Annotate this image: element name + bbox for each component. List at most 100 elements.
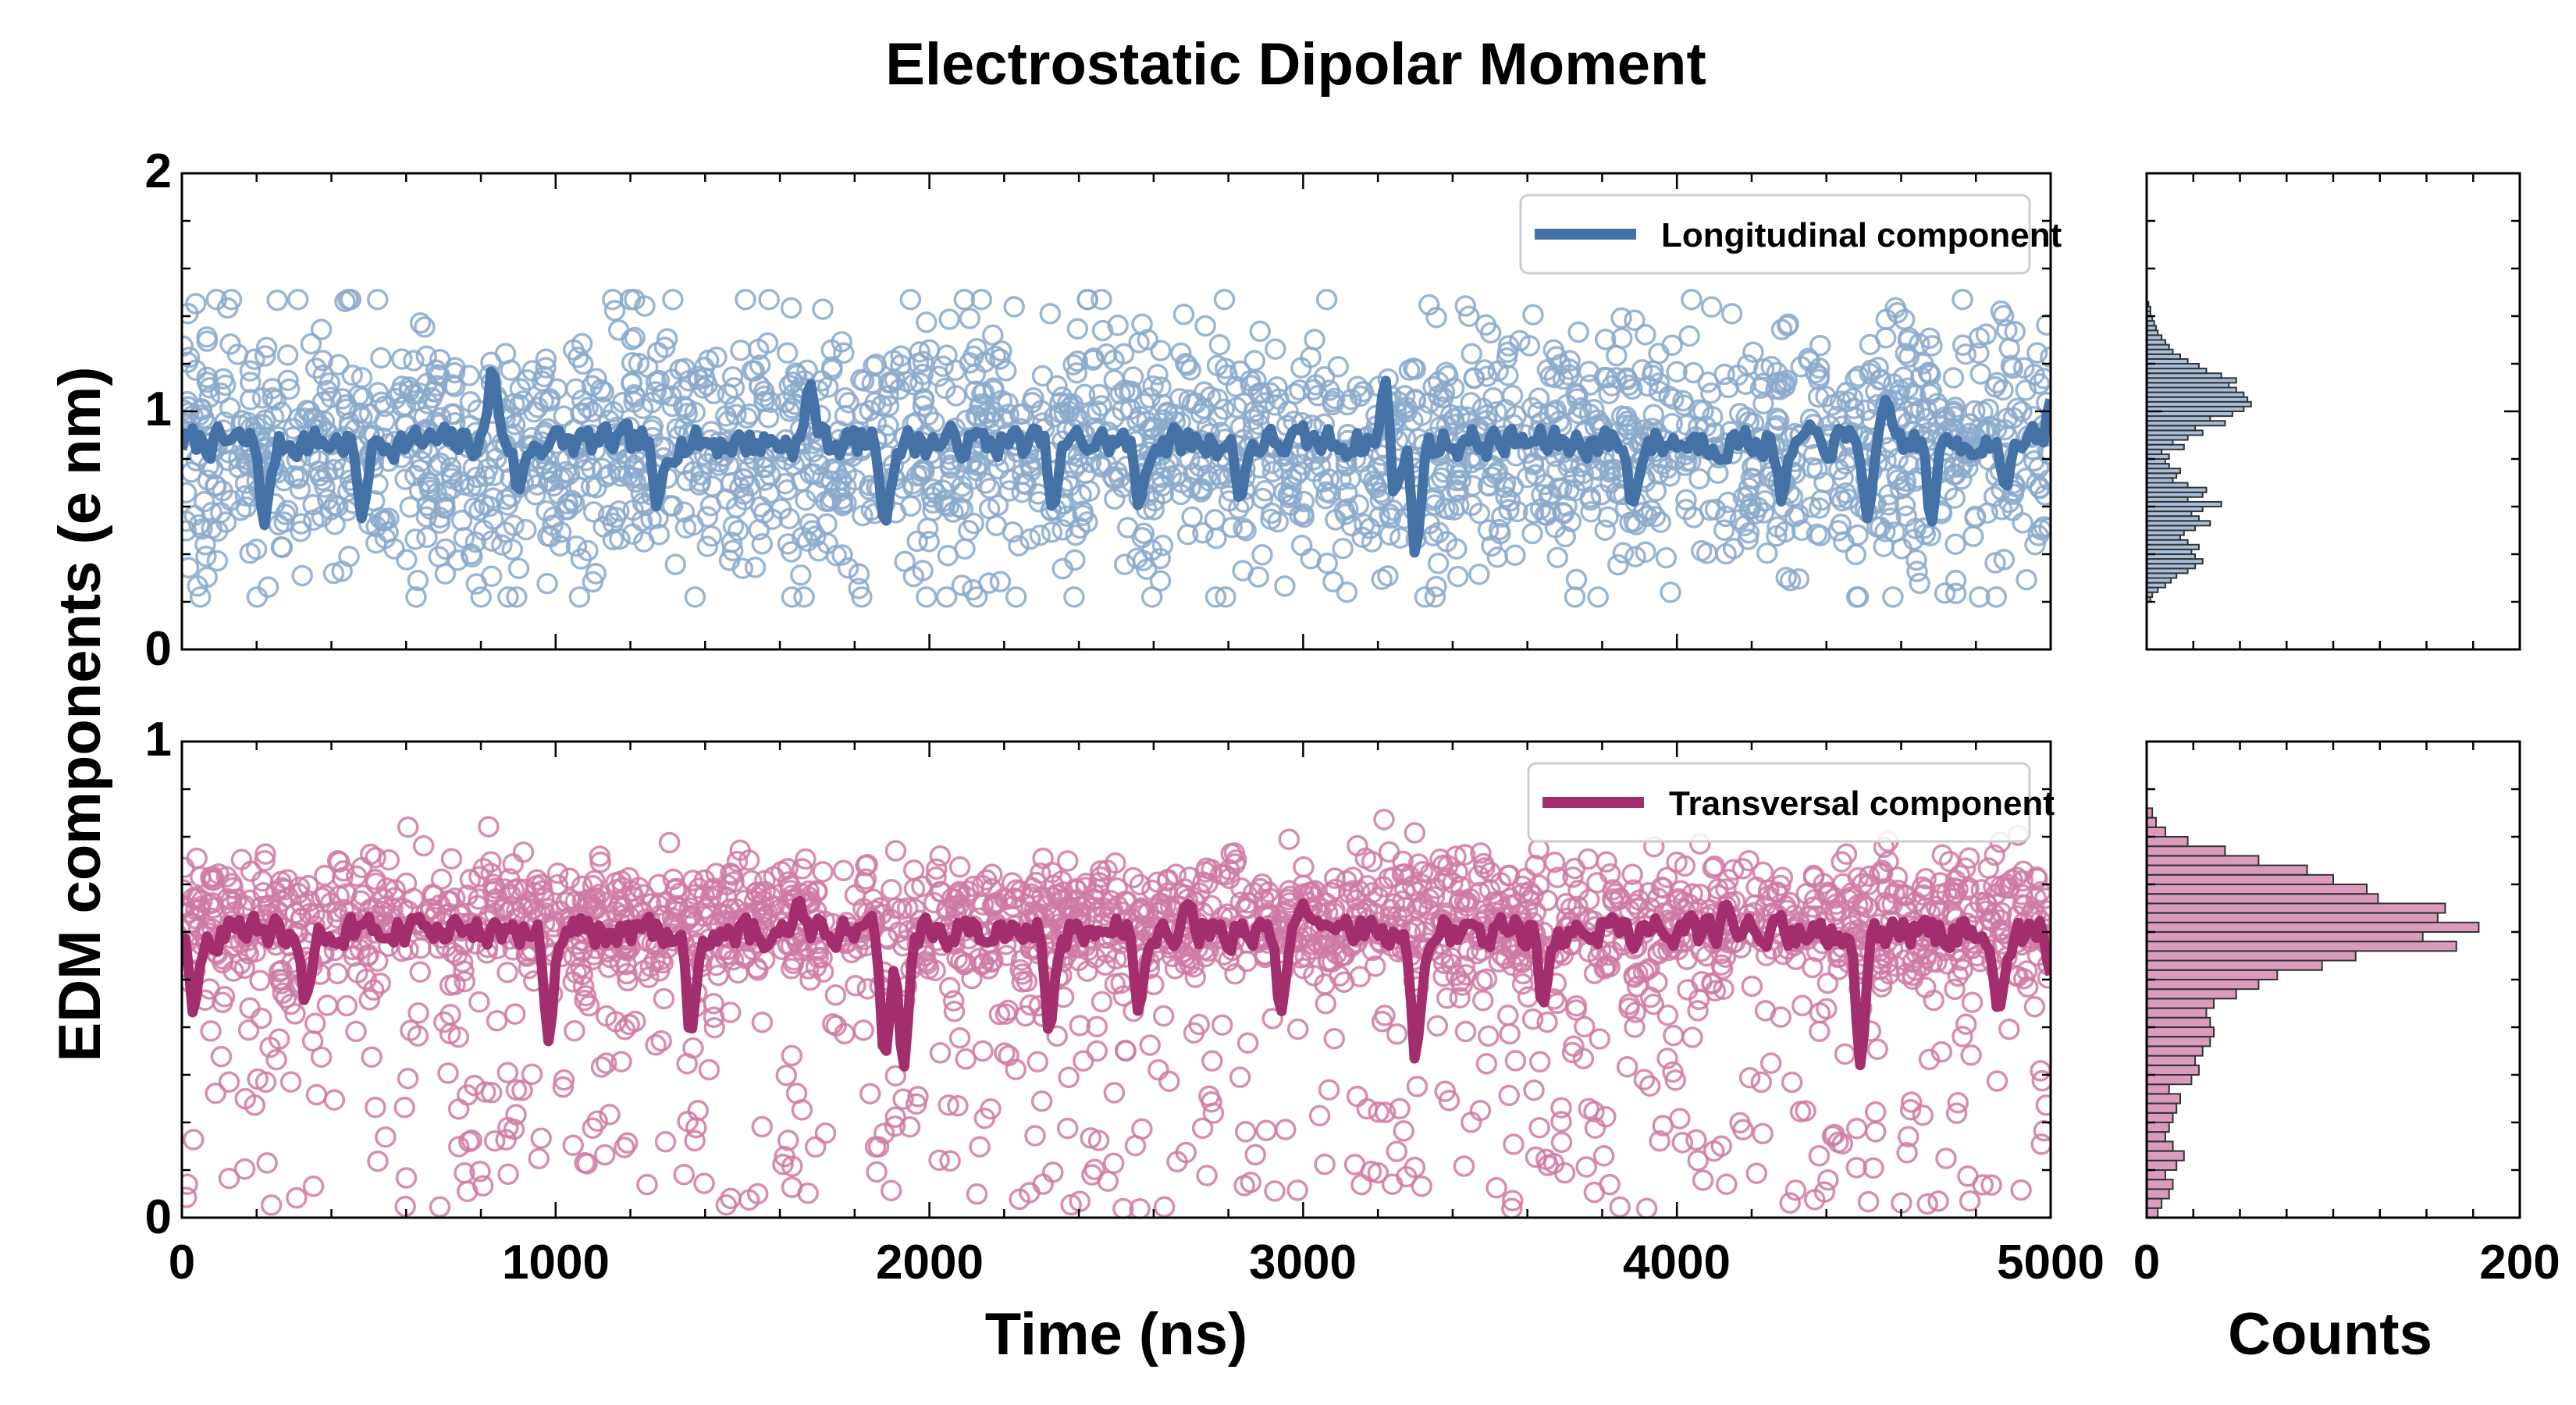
longitudinal-scatter-point	[1082, 349, 1104, 372]
transversal-scatter-point	[1857, 1190, 1880, 1213]
transversal-scatter-point	[1432, 966, 1454, 987]
transversal-scatter-point	[2030, 1133, 2051, 1155]
transversal-scatter-point	[1984, 903, 2005, 925]
transversal-histogram-bar	[2146, 921, 2480, 934]
longitudinal-scatter-point	[1648, 372, 1670, 394]
transversal-scatter-point	[268, 1028, 290, 1050]
transversal-scatter-point	[777, 1129, 799, 1151]
longitudinal-scatter-point	[338, 546, 360, 567]
longitudinal-scatter-point	[429, 512, 451, 534]
longitudinal-scatter-point	[1527, 401, 1550, 424]
longitudinal-scatter-point	[276, 344, 299, 366]
longitudinal-scatter-point	[1304, 374, 1327, 396]
transversal-scatter-point	[1961, 991, 1984, 1013]
longitudinal-scatter-point	[1151, 534, 1174, 557]
longitudinal-scatter-point	[2002, 480, 2025, 502]
longitudinal-scatter-point	[1660, 582, 1681, 603]
transversal-histogram-bar	[2146, 884, 2368, 895]
longitudinal-scatter-point	[912, 350, 934, 373]
transversal-scatter-point	[254, 850, 276, 872]
bottom-y-tick-label-0: 0	[145, 1190, 172, 1244]
longitudinal-scatter-point	[790, 564, 812, 586]
transversal-scatter-point	[234, 1087, 257, 1110]
transversal-scatter-point	[1051, 870, 1073, 892]
longitudinal-scatter-point	[564, 378, 587, 400]
longitudinal-scatter-point	[1497, 335, 1520, 357]
longitudinal-scatter-point	[542, 514, 564, 536]
transversal-scatter-point	[1086, 1016, 1108, 1037]
longitudinal-scatter-point	[1066, 318, 1089, 340]
transversal-scatter-point	[994, 1042, 1016, 1064]
longitudinal-scatter-point	[541, 461, 563, 484]
transversal-scatter-point	[1980, 1174, 2002, 1196]
transversal-scatter-point	[1583, 1181, 1606, 1204]
transversal-scatter-point	[595, 1052, 617, 1074]
longitudinal-scatter-point	[1507, 500, 1528, 523]
transversal-scatter-point	[701, 879, 724, 901]
transversal-scatter-point	[652, 951, 674, 974]
longitudinal-scatter-point	[582, 571, 604, 593]
transversal-scatter-point	[1716, 1173, 1738, 1196]
longitudinal-scatter-point	[973, 381, 995, 404]
transversal-scatter-point	[1115, 1040, 1137, 1062]
longitudinal-scatter-point	[666, 418, 688, 439]
longitudinal-scatter-point	[684, 586, 706, 608]
transversal-scatter-point	[1086, 1040, 1108, 1062]
longitudinal-scatter-point	[1131, 313, 1153, 335]
transversal-histogram-bar	[2146, 1159, 2178, 1172]
transversal-scatter-point	[1184, 966, 1207, 988]
transversal-scatter-point	[369, 973, 392, 994]
transversal-scatter-point	[596, 1005, 617, 1027]
transversal-histogram-bar	[2146, 1150, 2185, 1161]
transversal-scatter-point	[301, 1030, 324, 1052]
longitudinal-scatter-point	[187, 574, 208, 597]
transversal-scatter-point	[2016, 976, 2039, 998]
transversal-scatter-point	[1220, 842, 1242, 865]
longitudinal-scatter-point	[370, 347, 392, 369]
longitudinal-scatter-point	[721, 539, 744, 562]
hist-x-tick-label-200: 200	[2479, 1236, 2560, 1289]
transversal-scatter-point	[1887, 879, 1909, 902]
longitudinal-scatter-point	[300, 333, 322, 355]
transversal-scatter-point	[1469, 1099, 1492, 1122]
transversal-scatter-point	[654, 1131, 677, 1153]
longitudinal-scatter-point	[1610, 307, 1632, 329]
longitudinal-scatter-point	[341, 364, 364, 386]
transversal-scatter-point	[2034, 887, 2051, 909]
longitudinal-scatter-point	[966, 586, 988, 608]
transversal-scatter-point	[1823, 1123, 1845, 1146]
longitudinal-scatter-point	[640, 508, 662, 531]
transversal-scatter-point	[1361, 850, 1383, 873]
longitudinal-scatter-point	[289, 478, 311, 500]
longitudinal-scatter-point	[304, 357, 327, 379]
longitudinal-scatter-point	[2016, 568, 2037, 591]
longitudinal-scatter-point	[728, 519, 749, 542]
transversal-panel: Transversal component 1 0 0 1000 2000 30…	[145, 713, 2105, 1289]
longitudinal-scatter-point	[628, 352, 650, 375]
longitudinal-scatter-point	[508, 393, 531, 416]
transversal-histogram-bar	[2146, 1026, 2215, 1038]
transversal-scatter-point	[528, 1147, 550, 1170]
transversal-scatter-point	[375, 877, 398, 899]
transversal-scatter-point	[345, 1020, 367, 1043]
longitudinal-scatter-point	[501, 539, 524, 560]
longitudinal-scatter-point	[429, 452, 451, 475]
longitudinal-scatter-point	[1505, 404, 1528, 427]
longitudinal-scatter-point	[899, 288, 922, 311]
longitudinal-scatter-point	[852, 504, 873, 527]
longitudinal-scatter-point	[1427, 371, 1450, 393]
transversal-histogram-bar	[2146, 1112, 2174, 1124]
transversal-scatter-point	[925, 858, 948, 880]
transversal-scatter-point	[832, 859, 855, 882]
transversal-scatter-point	[182, 1173, 198, 1195]
transversal-scatter-point	[1609, 887, 1631, 909]
longitudinal-scatter-point	[322, 562, 345, 585]
transversal-histogram-bar	[2146, 998, 2215, 1009]
longitudinal-scatter-point	[1312, 471, 1334, 493]
longitudinal-scatter-point	[1770, 373, 1792, 395]
longitudinal-scatter-point	[2023, 450, 2045, 472]
transversal-scatter-point	[1871, 970, 1893, 993]
longitudinal-scatter-point	[1194, 315, 1216, 337]
transversal-scatter-point	[1864, 1121, 1887, 1143]
longitudinal-scatter-point	[1147, 364, 1169, 386]
